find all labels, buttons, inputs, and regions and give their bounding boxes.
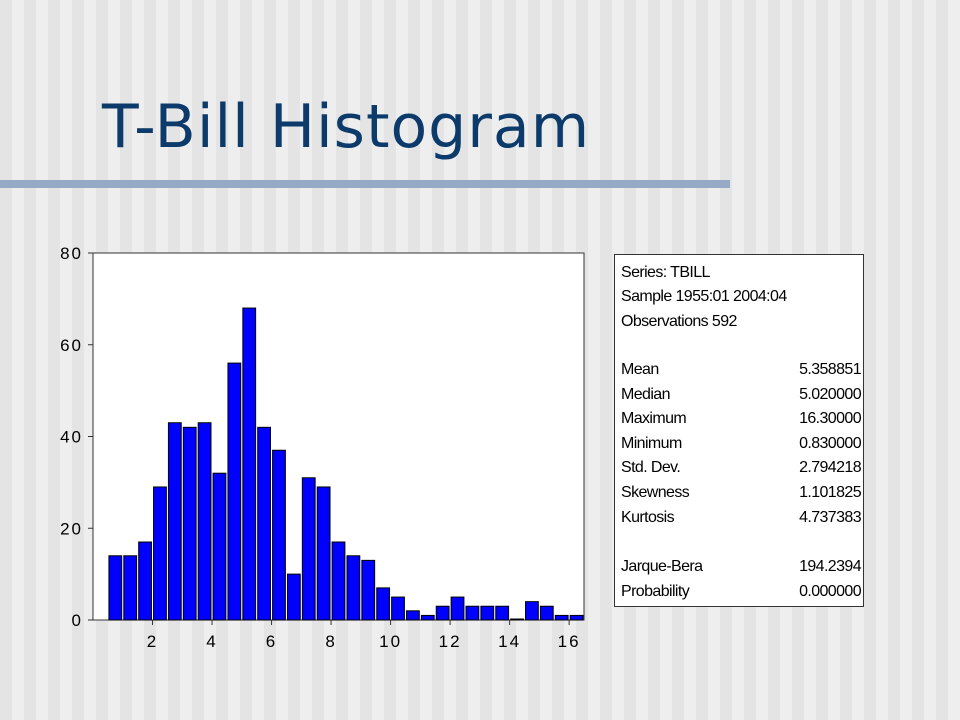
histogram-bar	[167, 422, 182, 621]
histogram-bar	[108, 555, 123, 621]
stat-row-maximum: Maximum 16.30000	[621, 407, 862, 431]
stat-label: Minimum	[621, 435, 682, 452]
histogram-bar	[525, 601, 539, 621]
histogram-bar	[569, 614, 584, 621]
histogram-bar	[272, 449, 286, 621]
histogram-bar	[420, 614, 435, 621]
x-tick-label: 10	[379, 632, 402, 651]
stat-row-probability: Probability 0.000000	[621, 580, 862, 604]
histogram-bar	[242, 307, 257, 621]
histogram-bar	[435, 605, 450, 621]
stat-row-kurtosis: Kurtosis 4.737383	[621, 506, 862, 530]
y-tick-label: 80	[60, 244, 83, 263]
stat-label: Skewness	[621, 484, 690, 501]
stat-row-std-dev: Std. Dev. 2.794218	[621, 456, 862, 480]
stat-value: 16.30000	[799, 410, 862, 427]
stat-label: Median	[621, 386, 670, 403]
title-divider	[0, 180, 730, 188]
stat-value: 194.2394	[799, 558, 862, 575]
stat-row-median: Median 5.020000	[621, 383, 862, 407]
histogram-bar	[138, 541, 152, 621]
stat-label: Probability	[621, 583, 690, 600]
x-tick-label: 14	[498, 632, 521, 651]
histogram-bar	[465, 605, 480, 621]
stat-value: 0.000000	[799, 583, 862, 600]
stat-row-skewness: Skewness 1.101825	[621, 481, 862, 505]
histogram-bar	[212, 472, 227, 621]
histogram-bar	[376, 587, 391, 621]
y-tick-label: 20	[60, 519, 83, 538]
stat-row-jarque-bera: Jarque-Bera 194.2394	[621, 555, 862, 579]
histogram-bar	[257, 426, 272, 621]
slide-title: T-Bill Histogram	[102, 92, 591, 162]
histogram-bar	[391, 596, 405, 621]
histogram-bar	[301, 477, 316, 621]
stat-label: Maximum	[621, 410, 687, 427]
y-tick-label: 40	[60, 428, 83, 447]
stat-row-minimum: Minimum 0.830000	[621, 432, 862, 456]
histogram-bar	[197, 422, 212, 621]
stat-label: Mean	[621, 361, 659, 378]
histogram-bar	[554, 614, 569, 621]
stat-value: 5.358851	[799, 361, 862, 378]
series-name: Series: TBILL	[621, 264, 710, 281]
x-tick-label: 6	[266, 632, 277, 651]
histogram-bar	[346, 555, 361, 621]
observations-count: Observations 592	[621, 313, 737, 330]
x-tick-label: 8	[325, 632, 336, 651]
histogram-bar	[405, 610, 420, 621]
y-tick-label: 60	[60, 336, 83, 355]
histogram-bar	[227, 362, 242, 621]
x-tick-label: 12	[439, 632, 462, 651]
stats-panel: Series: TBILL Sample 1955:01 2004:04 Obs…	[614, 254, 864, 607]
stat-value: 4.737383	[799, 509, 862, 526]
y-tick-label: 0	[72, 611, 83, 630]
stat-label: Std. Dev.	[621, 459, 681, 476]
x-tick-label: 16	[558, 632, 581, 651]
histogram-bar	[495, 605, 510, 621]
histogram-bar	[510, 618, 524, 621]
histogram-bar	[286, 573, 301, 621]
x-tick-label: 2	[147, 632, 158, 651]
histogram-bar	[450, 596, 465, 621]
stat-value: 5.020000	[799, 386, 862, 403]
stat-label: Kurtosis	[621, 509, 675, 526]
sample-range: Sample 1955:01 2004:04	[621, 288, 787, 305]
histogram-bar	[480, 605, 495, 621]
histogram-bar	[123, 555, 138, 621]
histogram-bar	[331, 541, 346, 621]
stat-row-mean: Mean 5.358851	[621, 358, 862, 382]
stat-value: 0.830000	[799, 435, 862, 452]
stat-value: 1.101825	[799, 484, 862, 501]
histogram-bar	[361, 559, 376, 621]
histogram-bar	[539, 605, 554, 621]
histogram-bar	[316, 486, 331, 621]
stat-label: Jarque-Bera	[621, 558, 703, 575]
x-tick-label: 4	[206, 632, 217, 651]
histogram-bar	[153, 486, 167, 621]
stat-value: 2.794218	[799, 459, 862, 476]
histogram-bar	[182, 426, 197, 621]
